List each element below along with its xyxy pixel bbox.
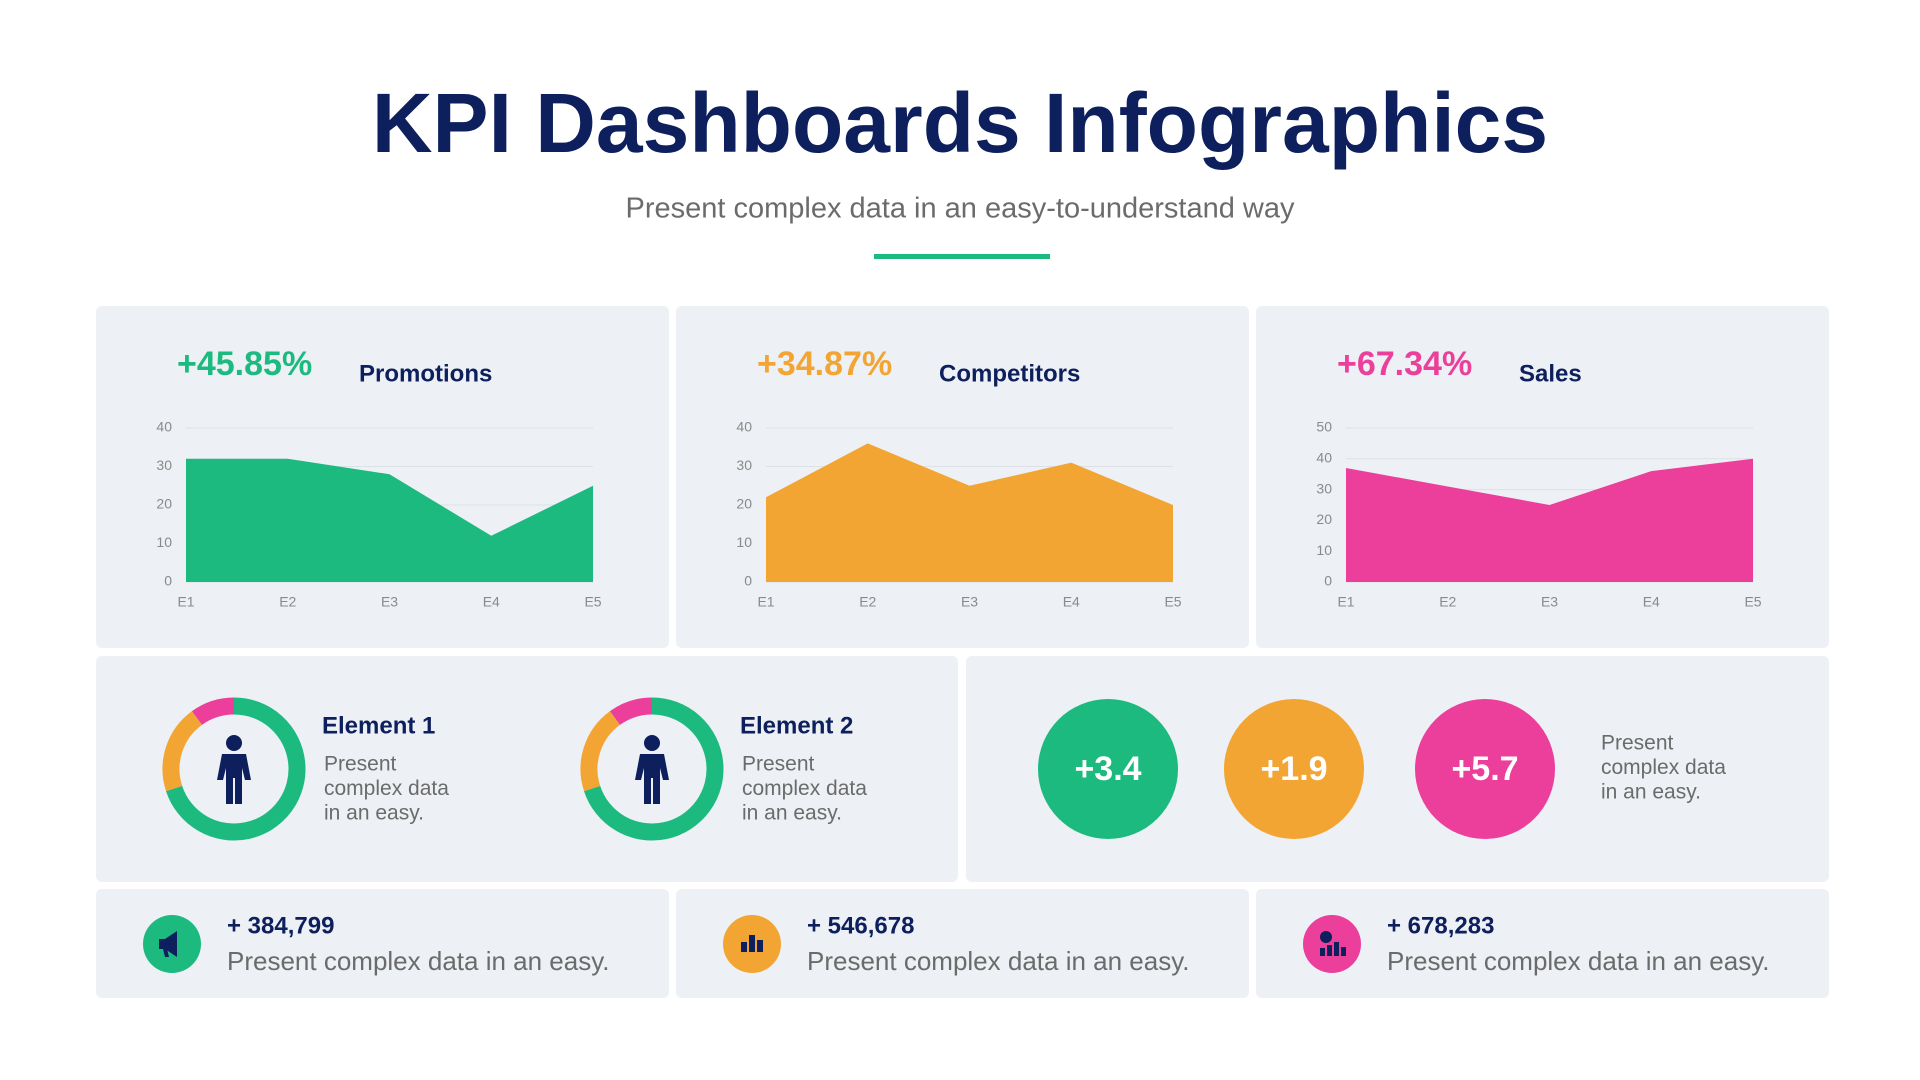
x-tick-label: E4 [1643,594,1660,610]
chart-title: Promotions [359,360,492,387]
x-tick-label: E1 [757,594,774,610]
kpi-value: +45.85% [177,345,312,383]
y-tick-label: 0 [164,573,172,589]
kpi-value: +67.34% [1337,345,1472,383]
stat-value: + 678,283 [1387,912,1494,939]
highlight-circle [1415,699,1555,839]
highlight-value: +5.7 [1451,750,1518,788]
bar [1334,942,1339,956]
person-icon [635,735,669,804]
element-text: complex data [742,777,867,800]
stat-value: + 384,799 [227,912,334,939]
kpi-value: +34.87% [757,345,892,383]
x-tick-label: E2 [859,594,876,610]
stat-text: Present complex data in an easy. [1387,946,1770,976]
page-title: KPI Dashboards Infographics [372,76,1548,170]
element-text: Present [324,753,397,776]
element-text: complex data [324,777,449,800]
panel [966,656,1829,882]
donut-segment [162,711,203,792]
person-icon [217,735,251,804]
x-tick-label: E3 [961,594,978,610]
highlight-text: in an easy. [1601,781,1701,804]
y-tick-label: 40 [156,419,172,435]
chart-title: Competitors [939,360,1080,387]
person-head [644,735,660,751]
y-tick-label: 0 [744,573,752,589]
stat-icon [741,935,763,952]
area [766,443,1173,582]
x-tick-label: E3 [381,594,398,610]
element-title: Element 2 [740,712,853,739]
bar [1341,947,1346,956]
person-body [217,754,251,804]
donut-segment [191,697,235,726]
y-tick-label: 20 [156,496,172,512]
stat-icon-bg [1303,915,1361,973]
x-tick-label: E4 [483,594,500,610]
y-tick-label: 10 [1316,542,1332,558]
element-title: Element 1 [322,712,435,739]
y-tick-label: 10 [736,534,752,550]
element-text: in an easy. [324,802,424,825]
element-text: in an easy. [742,802,842,825]
stat-text: Present complex data in an easy. [227,946,610,976]
x-tick-label: E5 [1164,594,1181,610]
coin [1320,931,1332,943]
bar [1327,945,1332,956]
y-tick-label: 40 [736,419,752,435]
highlight-value: +1.9 [1260,750,1327,788]
x-tick-label: E1 [177,594,194,610]
y-tick-label: 0 [1324,573,1332,589]
y-tick-label: 20 [1316,511,1332,527]
highlight-circle [1224,699,1364,839]
x-tick-label: E2 [1439,594,1456,610]
megaphone [159,931,177,957]
stat-icon [159,931,177,957]
area [186,458,593,582]
person-head [226,735,242,751]
chart-title: Sales [1519,360,1582,387]
highlight-text: complex data [1601,756,1726,779]
bar [749,935,755,952]
highlight-circle [1038,699,1178,839]
bar [1320,948,1325,956]
bar [757,940,763,952]
panel [676,889,1249,998]
y-tick-label: 30 [156,457,172,473]
stat-value: + 546,678 [807,912,914,939]
x-tick-label: E3 [1541,594,1558,610]
y-tick-label: 30 [736,457,752,473]
donut-segment [166,697,306,841]
title-underline [874,254,1050,259]
area [1346,458,1753,582]
donut-segment [580,711,621,792]
x-tick-label: E1 [1337,594,1354,610]
page-subtitle: Present complex data in an easy-to-under… [626,193,1295,225]
highlight-text: Present [1601,732,1674,755]
stat-text: Present complex data in an easy. [807,946,1190,976]
y-tick-label: 30 [1316,480,1332,496]
y-tick-label: 20 [736,496,752,512]
person-body [635,754,669,804]
donut-segment [609,697,653,726]
highlight-value: +3.4 [1074,750,1141,788]
element-text: Present [742,753,815,776]
panel [96,889,669,998]
x-tick-label: E4 [1063,594,1080,610]
bar [741,942,747,952]
y-tick-label: 50 [1316,419,1332,435]
x-tick-label: E5 [584,594,601,610]
x-tick-label: E5 [1744,594,1761,610]
donut-segment [584,697,724,841]
x-tick-label: E2 [279,594,296,610]
stat-icon [1320,931,1346,956]
panel [96,656,958,882]
panel [1256,889,1829,998]
y-tick-label: 10 [156,534,172,550]
y-tick-label: 40 [1316,450,1332,466]
